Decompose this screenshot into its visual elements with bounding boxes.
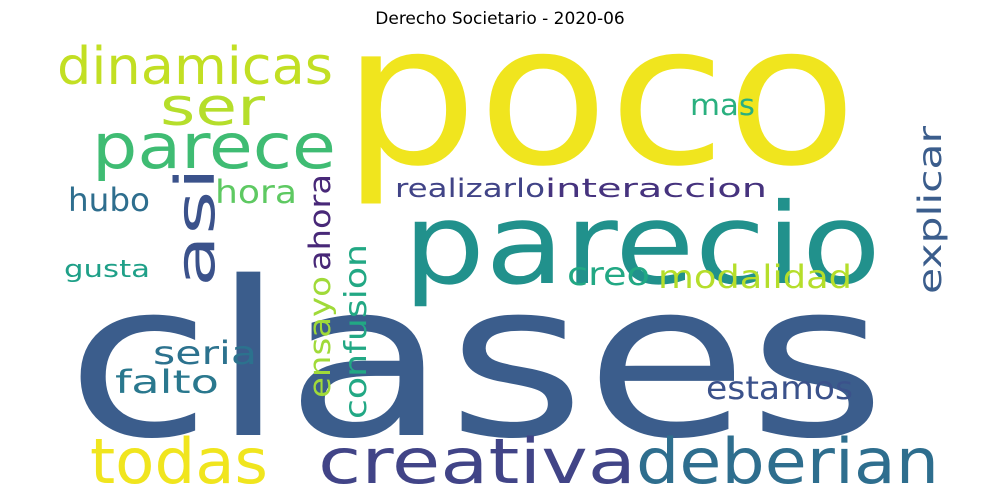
word-falto: falto	[115, 363, 219, 401]
figure-title: Derecho Societario - 2020-06	[375, 9, 625, 29]
word-realizarlo: realizarlo	[395, 174, 545, 204]
word-modalidad: modalidad	[658, 258, 852, 296]
word-creativa: creativa	[318, 425, 636, 498]
word-gusta: gusta	[64, 255, 150, 283]
word-ensayo: ensayo	[303, 276, 337, 398]
word-mas: mas	[690, 88, 755, 122]
word-seria: seria	[153, 334, 257, 372]
word-confusion: confusion	[339, 244, 374, 419]
word-todas: todas	[90, 425, 268, 498]
word-hora: hora	[215, 173, 297, 211]
word-dinamicas: dinamicas	[57, 37, 333, 97]
word-clases: clases	[66, 235, 886, 486]
word-poco: poco	[342, 0, 857, 209]
word-parece: parece	[92, 110, 336, 183]
word-hubo: hubo	[68, 181, 150, 219]
word-deberian: deberian	[636, 425, 939, 498]
word-ahora: ahora	[303, 174, 337, 271]
word-ser: ser	[160, 78, 266, 138]
word-parecio: parecio	[403, 180, 881, 310]
word-estamos: estamos	[706, 369, 853, 407]
word-asi: asi	[164, 167, 227, 287]
word-creo: creo	[567, 255, 650, 293]
word-explicar: explicar	[911, 125, 949, 294]
word-interaccion: interaccion	[545, 174, 767, 204]
